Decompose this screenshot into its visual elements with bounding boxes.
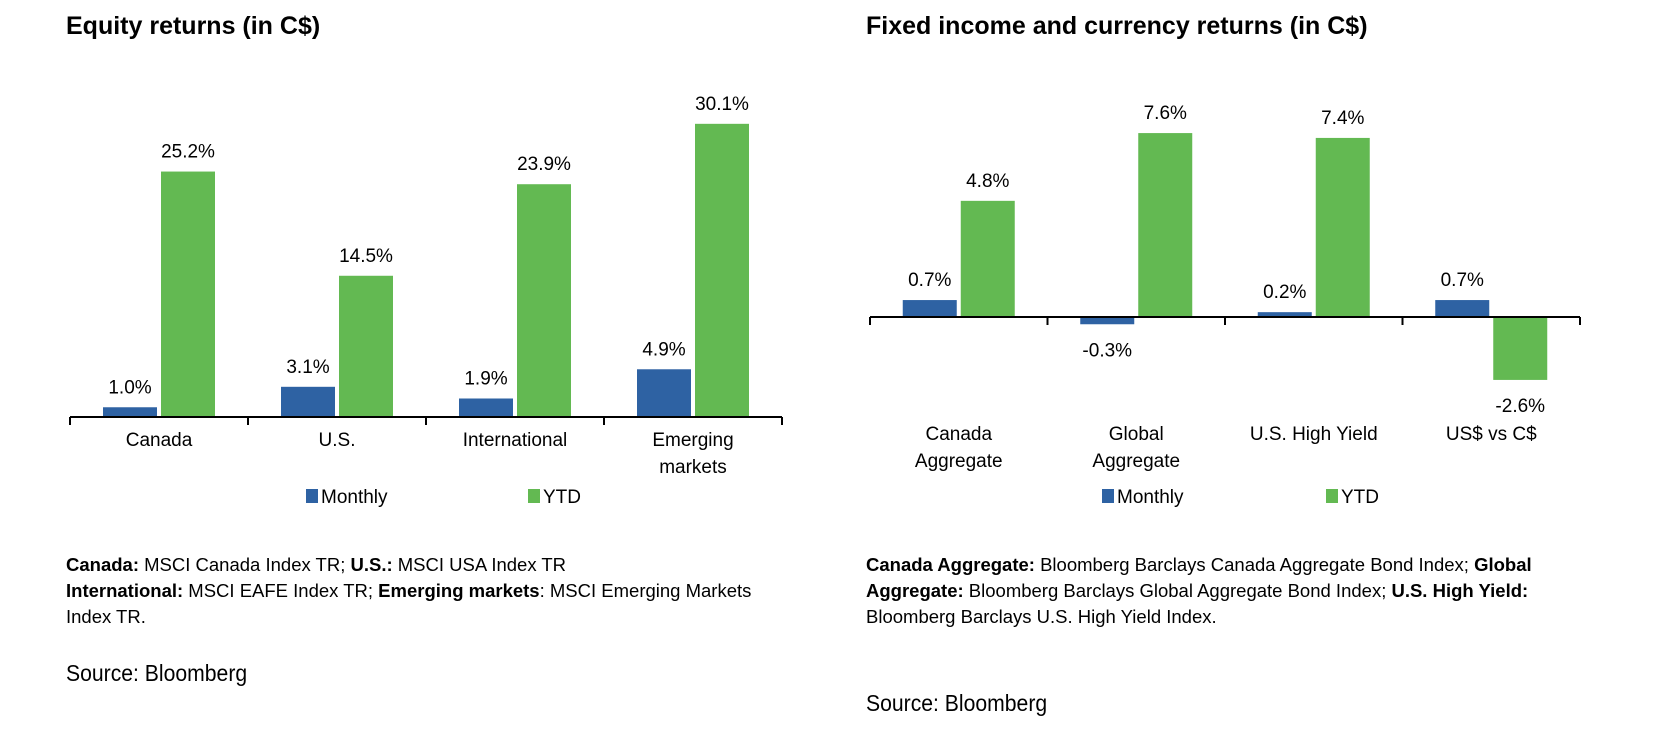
fixed-income-index-notes: Canada Aggregate: Bloomberg Barclays Can… — [866, 552, 1606, 630]
bar-monthly — [637, 369, 691, 417]
bar-monthly — [281, 386, 335, 417]
bar-ytd — [1315, 137, 1370, 317]
note-label: Canada Aggregate: — [866, 554, 1035, 575]
note-text: MSCI USA Index TR — [392, 554, 567, 575]
data-label: 7.6% — [1144, 103, 1187, 124]
bar-ytd — [695, 123, 749, 418]
legend-swatch-ytd — [1326, 489, 1338, 503]
note-label: U.S.: — [350, 554, 393, 575]
data-label: 0.2% — [1263, 282, 1306, 303]
data-label: 25.2% — [161, 142, 215, 163]
note-text: Bloomberg Barclays Canada Aggregate Bond… — [1034, 554, 1475, 575]
bar-ytd — [161, 171, 215, 417]
data-label: 1.0% — [108, 377, 151, 398]
data-label: -0.3% — [1082, 340, 1132, 361]
note-label: Emerging markets — [378, 580, 540, 601]
legend-label: Monthly — [321, 487, 388, 508]
bar-monthly — [103, 407, 157, 417]
bar-ytd — [1493, 317, 1548, 380]
data-label: 7.4% — [1321, 108, 1364, 129]
category-label: markets — [659, 457, 727, 478]
fixed-income-chart-title: Fixed income and currency returns (in C$… — [866, 12, 1368, 40]
equity-index-notes: Canada: MSCI Canada Index TR; U.S.: MSCI… — [66, 552, 786, 630]
category-label: US$ vs C$ — [1446, 424, 1537, 445]
legend-label: YTD — [1341, 487, 1379, 508]
bar-ytd — [517, 184, 571, 417]
legend-label: Monthly — [1117, 487, 1184, 508]
equity-source: Source: Bloomberg — [66, 660, 248, 686]
data-label: 30.1% — [695, 94, 749, 115]
data-label: 14.5% — [339, 246, 393, 267]
bar-ytd — [1138, 133, 1193, 317]
legend-swatch-ytd — [528, 489, 540, 503]
data-label: 0.7% — [908, 270, 951, 291]
data-label: 3.1% — [286, 357, 329, 378]
legend-swatch-monthly — [306, 489, 318, 503]
category-label: U.S. — [319, 430, 356, 451]
note-label: International: — [66, 580, 184, 601]
data-label: 0.7% — [1441, 270, 1484, 291]
note-text: MSCI Canada Index TR; — [139, 554, 351, 575]
category-label: Emerging — [652, 430, 733, 451]
bar-monthly — [902, 300, 957, 317]
bar-ytd — [960, 200, 1015, 317]
category-label: U.S. High Yield — [1250, 424, 1378, 445]
data-label: 1.9% — [464, 368, 507, 389]
category-label: International — [463, 430, 568, 451]
category-label: Aggregate — [915, 451, 1003, 472]
category-label: Canada — [126, 430, 193, 451]
data-label: 23.9% — [517, 154, 571, 175]
data-label: 4.8% — [966, 171, 1009, 192]
note-label: Global Aggregate: — [866, 554, 1532, 601]
equity-chart-title: Equity returns (in C$) — [66, 12, 321, 40]
bar-monthly — [459, 398, 513, 417]
note-text: : MSCI Emerging Markets Index TR. — [66, 580, 752, 627]
bar-monthly — [1435, 300, 1490, 317]
data-label: -2.6% — [1495, 396, 1545, 417]
note-text: MSCI EAFE Index TR; — [183, 580, 379, 601]
note-label: Canada: — [66, 554, 139, 575]
category-label: Canada — [925, 424, 992, 445]
category-label: Global — [1109, 424, 1164, 445]
legend-label: YTD — [543, 487, 581, 508]
bar-monthly — [1080, 317, 1135, 325]
legend-swatch-monthly — [1102, 489, 1114, 503]
note-text: Bloomberg Barclays U.S. High Yield Index… — [866, 606, 1217, 627]
bar-ytd — [339, 275, 393, 417]
bar-monthly — [1257, 312, 1312, 317]
data-label: 4.9% — [642, 339, 685, 360]
fixed-income-source: Source: Bloomberg — [866, 690, 1048, 716]
note-label: U.S. High Yield: — [1391, 580, 1529, 601]
note-text: Bloomberg Barclays Global Aggregate Bond… — [963, 580, 1392, 601]
category-label: Aggregate — [1092, 451, 1180, 472]
